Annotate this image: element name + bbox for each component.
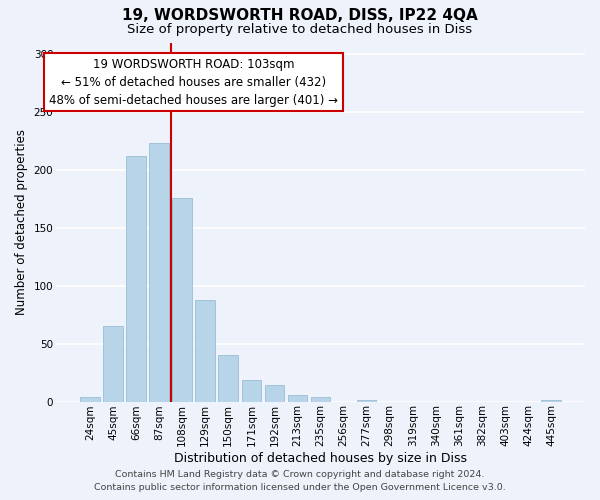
Bar xyxy=(172,198,192,402)
Y-axis label: Number of detached properties: Number of detached properties xyxy=(15,129,28,315)
Bar xyxy=(218,355,238,402)
X-axis label: Distribution of detached houses by size in Diss: Distribution of detached houses by size … xyxy=(174,452,467,465)
Bar xyxy=(126,156,146,402)
Bar xyxy=(196,300,215,402)
Bar xyxy=(80,397,100,402)
Bar xyxy=(103,326,123,402)
Bar xyxy=(287,394,307,402)
Bar xyxy=(357,400,376,402)
Bar xyxy=(242,380,261,402)
Bar xyxy=(149,144,169,402)
Text: Contains HM Land Registry data © Crown copyright and database right 2024.
Contai: Contains HM Land Registry data © Crown c… xyxy=(94,470,506,492)
Text: 19 WORDSWORTH ROAD: 103sqm
← 51% of detached houses are smaller (432)
48% of sem: 19 WORDSWORTH ROAD: 103sqm ← 51% of deta… xyxy=(49,58,338,106)
Bar xyxy=(311,397,331,402)
Text: Size of property relative to detached houses in Diss: Size of property relative to detached ho… xyxy=(127,22,473,36)
Bar xyxy=(541,400,561,402)
Text: 19, WORDSWORTH ROAD, DISS, IP22 4QA: 19, WORDSWORTH ROAD, DISS, IP22 4QA xyxy=(122,8,478,22)
Bar xyxy=(265,386,284,402)
